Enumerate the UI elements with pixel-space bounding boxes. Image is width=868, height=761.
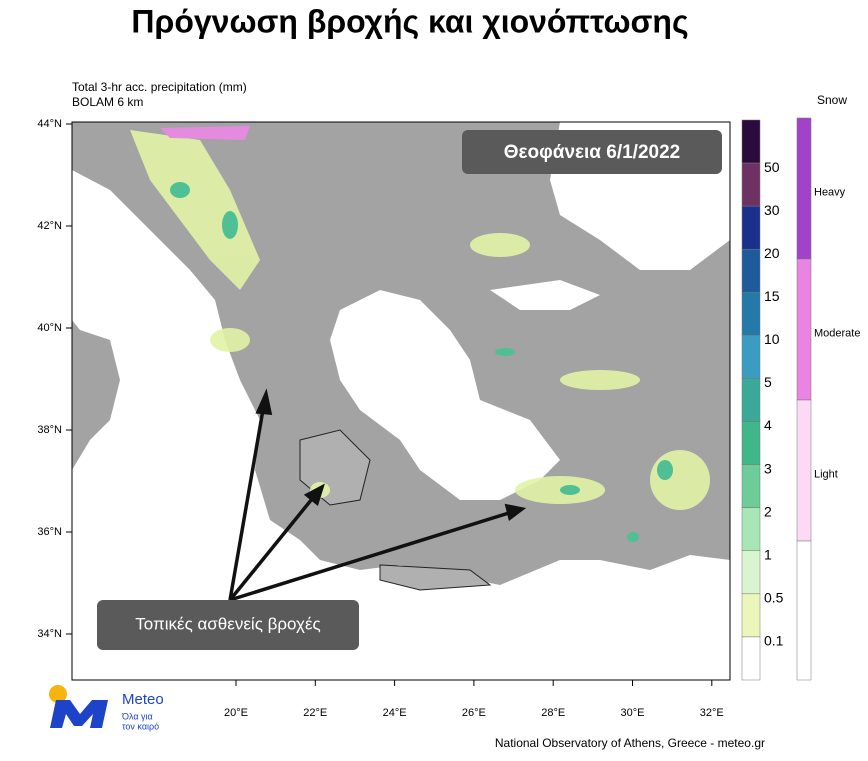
rain-label: 0.1 <box>764 633 784 649</box>
snow-label: Heavy <box>814 186 846 198</box>
rain-color <box>741 248 761 293</box>
map-frame <box>71 121 731 681</box>
lon-label: 32°E <box>700 707 724 719</box>
rain-label: 5 <box>764 374 772 390</box>
logo-mark <box>50 700 108 728</box>
lon-label: 22°E <box>303 707 327 719</box>
rain-color <box>741 335 761 379</box>
rain-color <box>741 636 761 681</box>
snow-color <box>796 399 812 542</box>
logo-name: Meteo <box>122 691 164 708</box>
rain-label: 2 <box>764 503 772 519</box>
rain-color <box>741 162 761 207</box>
snow-area <box>160 126 250 140</box>
rain-color <box>741 464 761 508</box>
lat-label: 38°N <box>37 424 62 436</box>
snow-label: Light <box>814 468 838 480</box>
rain-color <box>741 292 761 336</box>
map-header: Total 3-hr acc. precipitation (mm) <box>72 80 247 94</box>
lat-label: 44°N <box>37 118 62 130</box>
snow-title: Snow <box>817 93 847 107</box>
snow-color <box>796 258 812 401</box>
date-text: Θεοφάνεια 6/1/2022 <box>504 142 680 163</box>
rain-color <box>741 593 761 638</box>
rain-color <box>741 421 761 465</box>
rain-label: 15 <box>764 288 780 304</box>
logo: Meteo Όλα για τον καιρό <box>49 685 164 731</box>
rain-color <box>741 119 761 164</box>
annotation-text: Τοπικές ασθενείς βροχές <box>135 614 321 633</box>
crete <box>379 564 492 591</box>
rain-legend: 50 30 20 15 10 5 4 3 2 1 0.5 0.1 <box>741 119 784 681</box>
lon-label: 24°E <box>383 707 407 719</box>
page-title: Πρόγνωση βροχής και χιονόπτωσης <box>131 3 688 39</box>
marmara <box>490 280 600 310</box>
rain-label: 4 <box>764 417 772 433</box>
rain-label: 20 <box>764 245 780 261</box>
rain-cores <box>170 182 673 542</box>
snow-legend: Snow Heavy Moderate Light <box>796 93 860 681</box>
lat-label: 34°N <box>37 628 62 640</box>
lat-label: 42°N <box>37 220 62 232</box>
rain-color <box>741 378 761 422</box>
lat-label: 40°N <box>37 322 62 334</box>
snow-color <box>796 117 812 260</box>
rain-label: 0.5 <box>764 590 784 606</box>
rain-color <box>741 507 761 552</box>
rain-color <box>741 550 761 595</box>
lon-label: 20°E <box>224 707 248 719</box>
lon-label: 28°E <box>541 707 565 719</box>
logo-tagline: Όλα για <box>121 711 153 721</box>
annotation-box <box>97 600 359 650</box>
logo-tagline: τον καιρό <box>122 721 159 731</box>
logo-sun <box>49 685 67 703</box>
rain-label: 30 <box>764 202 780 218</box>
map-header: BOLAM 6 km <box>72 95 143 109</box>
aegean <box>330 290 560 500</box>
rain-label: 50 <box>764 159 780 175</box>
axes: 44°N 42°N 40°N 38°N 36°N 34°N 20°E 22°E 24°E 26°E… <box>37 118 723 719</box>
map: Θεοφάνεια 6/1/2022 Τοπικές ασθενείς βροχ… <box>71 121 731 681</box>
rain-label: 1 <box>764 546 772 562</box>
date-box <box>462 130 722 174</box>
lon-label: 30°E <box>621 707 645 719</box>
lat-label: 36°N <box>37 526 62 538</box>
snow-none <box>796 540 812 681</box>
adriatic <box>72 200 180 330</box>
snow-label: Moderate <box>814 327 860 339</box>
arrows <box>228 388 527 602</box>
rain-label: 10 <box>764 331 780 347</box>
lon-label: 26°E <box>462 707 486 719</box>
footer: National Observatory of Athens, Greece -… <box>495 736 765 750</box>
rain-color <box>741 205 761 250</box>
rain-label: 3 <box>764 460 772 476</box>
